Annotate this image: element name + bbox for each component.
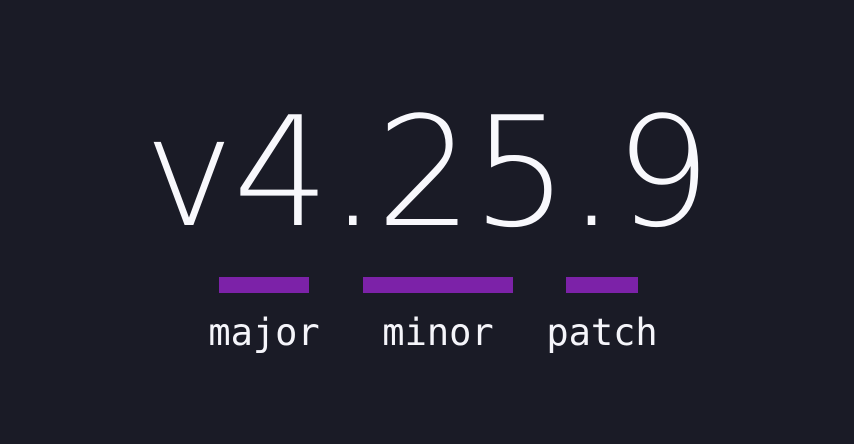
segment-bar-minor bbox=[363, 277, 513, 293]
segment-label-patch: patch bbox=[546, 311, 658, 354]
segment-bar-patch bbox=[566, 277, 638, 293]
segment-label-major: major bbox=[208, 311, 320, 354]
segment-label-minor: minor bbox=[382, 311, 494, 354]
segment-major: major bbox=[208, 277, 320, 353]
segment-minor: minor bbox=[363, 277, 513, 353]
segment-patch: patch bbox=[546, 277, 658, 353]
segment-bar-major bbox=[219, 277, 309, 293]
version-string: v4.25.9 bbox=[144, 84, 711, 261]
segment-markers: major minor patch bbox=[0, 277, 854, 367]
